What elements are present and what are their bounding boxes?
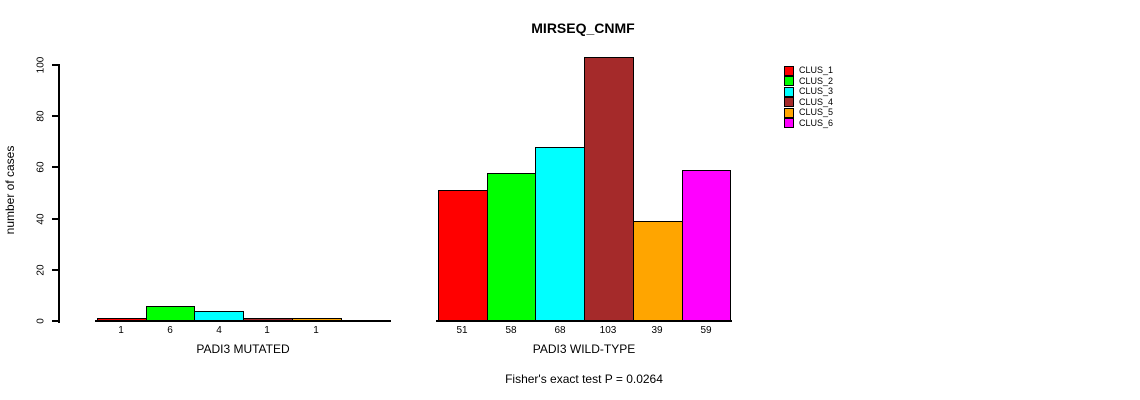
bar-value-label: 1 — [118, 325, 124, 336]
legend-label: CLUS_6 — [799, 117, 834, 128]
y-tick-mark — [52, 166, 59, 168]
y-tick-mark — [52, 320, 59, 322]
bar — [535, 147, 585, 321]
bar — [243, 318, 293, 321]
group-baseline — [436, 320, 732, 322]
bar-value-label: 103 — [599, 325, 617, 336]
legend-label: CLUS_3 — [799, 86, 834, 96]
y-axis-label: number of cases — [3, 145, 17, 235]
bar — [682, 170, 731, 321]
bar — [487, 173, 536, 321]
bar — [146, 306, 195, 321]
bar — [584, 57, 634, 321]
bar-value-label: 39 — [651, 325, 663, 336]
group-label: PADI3 MUTATED — [196, 342, 290, 356]
bar-value-label: 68 — [554, 325, 566, 336]
legend-swatch — [784, 76, 794, 86]
legend-swatch — [784, 118, 794, 128]
legend-label: CLUS_4 — [799, 96, 834, 107]
bar — [97, 318, 147, 321]
y-tick-label: 60 — [35, 161, 47, 173]
bar-value-label: 1 — [313, 325, 319, 336]
bar — [194, 311, 244, 321]
bar-value-label: 51 — [456, 325, 468, 336]
y-axis-line — [58, 64, 60, 323]
y-tick-label: 80 — [35, 110, 47, 122]
bar — [292, 318, 342, 321]
legend-swatch — [784, 107, 794, 118]
y-tick-mark — [52, 218, 59, 220]
y-tick-label: 40 — [35, 213, 47, 225]
chart-title: MIRSEQ_CNMF — [531, 20, 635, 36]
legend-swatch — [784, 86, 794, 97]
bar-value-label: 1 — [264, 325, 270, 336]
bar-value-label: 58 — [505, 325, 517, 336]
group-label: PADI3 WILD-TYPE — [532, 342, 636, 356]
bar-value-label: 4 — [216, 325, 222, 336]
legend-label: CLUS_2 — [799, 75, 834, 86]
y-tick-mark — [52, 269, 59, 271]
y-tick-label: 100 — [35, 56, 47, 74]
legend-swatch — [784, 65, 794, 76]
annotation-text: Fisher's exact test P = 0.0264 — [505, 372, 663, 386]
bar-value-label: 6 — [167, 325, 173, 336]
y-tick-label: 0 — [35, 318, 47, 324]
y-tick-mark — [52, 115, 59, 117]
y-tick-label: 20 — [35, 264, 47, 276]
bar — [633, 221, 683, 321]
bar — [438, 190, 488, 321]
legend-label: CLUS_1 — [799, 65, 834, 75]
bar-value-label: 59 — [700, 325, 712, 336]
y-tick-mark — [52, 64, 59, 66]
group-baseline — [95, 320, 391, 322]
legend-label: CLUS_5 — [799, 107, 834, 117]
legend-swatch — [784, 97, 794, 107]
